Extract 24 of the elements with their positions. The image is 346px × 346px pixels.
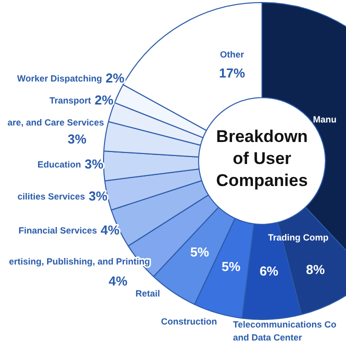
data-label: 3% xyxy=(88,188,108,204)
data-label: 3% xyxy=(68,132,87,147)
data-label: 5% xyxy=(222,259,241,274)
slice-label: Retail xyxy=(135,288,160,298)
slice-label: Transport xyxy=(49,95,92,106)
slice-label: Financial Services xyxy=(18,225,98,236)
slice-label: Education xyxy=(38,159,82,170)
slice-label: Manu xyxy=(313,114,336,124)
data-label: 6% xyxy=(260,263,279,278)
slice-label: Telecommunications Co and Data Center xyxy=(233,319,337,342)
slice-label: are, and Care Services xyxy=(7,117,104,128)
slice-label: Construction xyxy=(161,316,218,326)
data-label: 2% xyxy=(106,70,125,86)
slice-label: Worker Dispatching xyxy=(17,73,102,84)
text: Breakdown of User Companies xyxy=(215,126,309,192)
data-label: 4% xyxy=(100,222,120,238)
slice-label: cilities Services xyxy=(17,191,86,202)
data-label: 4% xyxy=(108,274,128,289)
data-label: 17% xyxy=(218,66,246,81)
data-label: 5% xyxy=(190,244,210,260)
slice-label: Trading Comp xyxy=(268,232,329,242)
slice-label: Other xyxy=(220,49,244,60)
data-label: 8% xyxy=(306,262,326,277)
data-label: 2% xyxy=(94,92,114,108)
